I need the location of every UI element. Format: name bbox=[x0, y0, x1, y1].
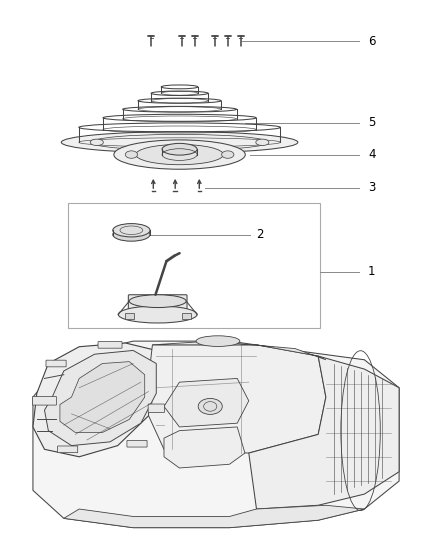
Polygon shape bbox=[33, 343, 164, 457]
Ellipse shape bbox=[90, 139, 103, 146]
Ellipse shape bbox=[222, 151, 234, 158]
Polygon shape bbox=[45, 351, 156, 446]
Ellipse shape bbox=[198, 399, 222, 415]
FancyBboxPatch shape bbox=[148, 404, 164, 413]
Polygon shape bbox=[148, 345, 326, 453]
Polygon shape bbox=[164, 427, 245, 468]
Polygon shape bbox=[249, 356, 399, 509]
Text: 4: 4 bbox=[368, 148, 375, 161]
Polygon shape bbox=[164, 378, 249, 427]
Ellipse shape bbox=[114, 140, 245, 169]
FancyBboxPatch shape bbox=[98, 342, 122, 348]
Ellipse shape bbox=[113, 223, 150, 237]
Text: 3: 3 bbox=[368, 181, 375, 194]
Polygon shape bbox=[64, 505, 364, 528]
Polygon shape bbox=[60, 361, 145, 433]
FancyBboxPatch shape bbox=[127, 440, 147, 447]
FancyBboxPatch shape bbox=[128, 295, 187, 316]
Bar bbox=[182, 313, 191, 319]
Ellipse shape bbox=[162, 143, 197, 155]
Ellipse shape bbox=[61, 132, 298, 153]
Ellipse shape bbox=[136, 144, 223, 165]
Text: 6: 6 bbox=[368, 35, 375, 47]
FancyBboxPatch shape bbox=[32, 397, 57, 405]
Polygon shape bbox=[152, 341, 326, 360]
FancyBboxPatch shape bbox=[57, 446, 78, 453]
Ellipse shape bbox=[196, 336, 240, 346]
Ellipse shape bbox=[113, 228, 150, 241]
Ellipse shape bbox=[256, 139, 269, 146]
Bar bbox=[68, 203, 320, 328]
FancyBboxPatch shape bbox=[46, 360, 66, 367]
Ellipse shape bbox=[118, 306, 197, 323]
Bar bbox=[125, 313, 134, 319]
Text: 2: 2 bbox=[256, 228, 264, 241]
Polygon shape bbox=[33, 341, 399, 528]
Ellipse shape bbox=[125, 151, 138, 158]
Text: 5: 5 bbox=[368, 116, 375, 129]
Text: 1: 1 bbox=[368, 265, 375, 278]
Ellipse shape bbox=[129, 295, 186, 308]
